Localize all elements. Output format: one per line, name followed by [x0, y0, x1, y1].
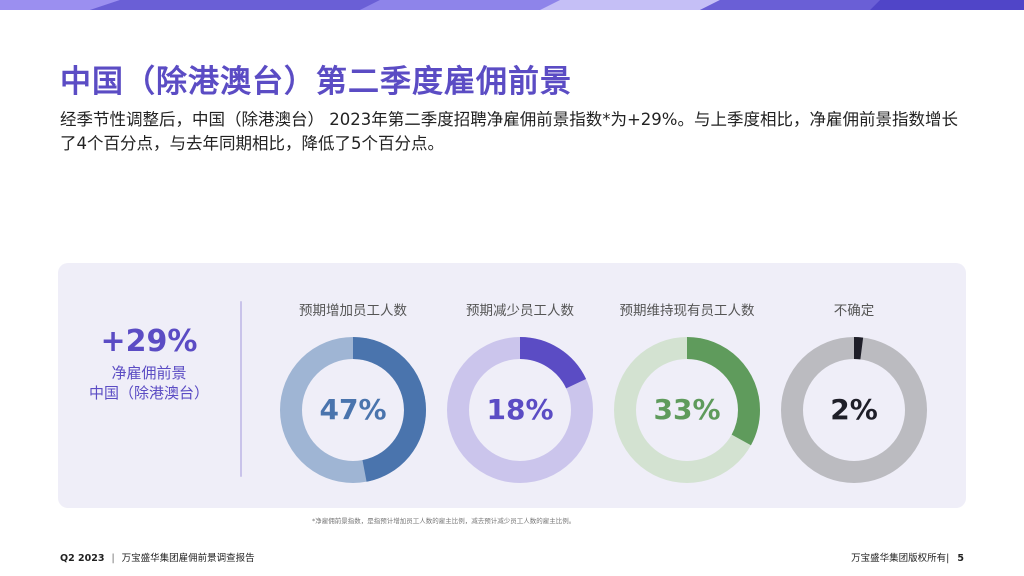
- donut-increase: 预期增加员工人数 47%: [273, 299, 433, 485]
- donut-uncertain: 不确定 2%: [774, 299, 934, 485]
- donut-label: 预期增加员工人数: [299, 303, 407, 319]
- outlook-panel: +29% 净雇佣前景 中国（除港澳台） 预期增加员工人数 47% 预期减少员工人…: [58, 263, 966, 508]
- panel-divider: [240, 301, 242, 477]
- footer-quarter: Q2 2023: [60, 553, 105, 564]
- donut-chart: 18%: [445, 335, 595, 485]
- footer-right: 万宝盛华集团版权所有| 5: [851, 550, 964, 564]
- net-outlook-label: 净雇佣前景 中国（除港澳台）: [58, 363, 240, 403]
- donut-value: 33%: [653, 393, 721, 426]
- donut-chart: 47%: [278, 335, 428, 485]
- net-outlook-summary: +29% 净雇佣前景 中国（除港澳台）: [58, 325, 240, 403]
- donut-maintain: 预期维持现有员工人数 33%: [607, 299, 767, 485]
- footer-separator: |: [111, 553, 115, 564]
- net-outlook-label-line1: 净雇佣前景: [111, 364, 187, 382]
- donut-ring: [447, 337, 593, 483]
- footer-separator: |: [946, 553, 950, 564]
- donut-chart: 2%: [779, 335, 929, 485]
- net-outlook-value: +29%: [100, 324, 198, 359]
- donut-ring: [280, 337, 426, 483]
- donut-decrease: 预期减少员工人数 18%: [440, 299, 600, 485]
- donut-value: 2%: [830, 393, 878, 426]
- donut-value: 47%: [319, 393, 387, 426]
- donut-ring: [781, 337, 927, 483]
- net-outlook-label-line2: 中国（除港澳台）: [88, 384, 209, 402]
- donut-value-arc: [280, 337, 426, 483]
- top-decorative-band: [0, 0, 1024, 10]
- donut-label: 预期减少员工人数: [466, 303, 574, 319]
- intro-paragraph: 经季节性调整后，中国（除港澳台） 2023年第二季度招聘净雇佣前景指数*为+29…: [60, 110, 958, 153]
- footer-copyright: 万宝盛华集团版权所有: [851, 553, 947, 564]
- footer-report-name: 万宝盛华集团雇佣前景调查报告: [121, 553, 255, 564]
- donut-ring: [614, 337, 760, 483]
- donut-value: 18%: [486, 393, 554, 426]
- donut-value-arc: [447, 337, 593, 483]
- donut-label: 不确定: [833, 303, 875, 319]
- donut-value-arc: [781, 337, 927, 483]
- footer-left: Q2 2023 | 万宝盛华集团雇佣前景调查报告: [60, 550, 255, 564]
- donut-value-arc: [614, 337, 760, 483]
- footnote: *净雇佣前景指数，是指预计增加员工人数的雇主比例，减去预计减少员工人数的雇主比例…: [312, 517, 576, 525]
- page-number: 5: [957, 553, 964, 564]
- donut-chart: 33%: [612, 335, 762, 485]
- donut-label: 预期维持现有员工人数: [619, 303, 755, 319]
- page-title: 中国（除港澳台）第二季度雇佣前景: [60, 64, 572, 100]
